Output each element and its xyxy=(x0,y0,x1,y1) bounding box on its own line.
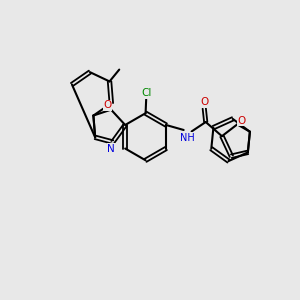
Text: O: O xyxy=(103,100,112,110)
Text: N: N xyxy=(107,143,115,154)
Text: O: O xyxy=(200,97,208,107)
Text: NH: NH xyxy=(179,133,194,143)
Text: Cl: Cl xyxy=(141,88,152,98)
Text: O: O xyxy=(237,116,245,126)
